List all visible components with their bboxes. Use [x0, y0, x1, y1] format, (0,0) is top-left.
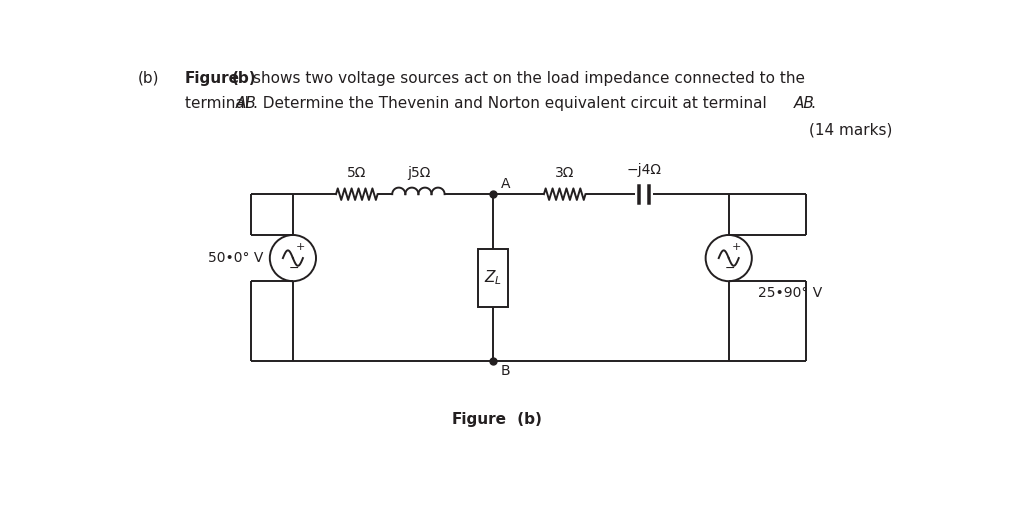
- Text: . Determine the Thevenin and Norton equivalent circuit at terminal: . Determine the Thevenin and Norton equi…: [253, 97, 772, 111]
- Text: (b): (b): [137, 71, 159, 86]
- Text: B: B: [500, 364, 511, 378]
- Text: −: −: [725, 262, 735, 275]
- Text: (b): (b): [501, 412, 541, 427]
- Text: −: −: [289, 262, 300, 275]
- Bar: [478, 249, 507, 307]
- Text: Figure: Figure: [452, 412, 506, 427]
- Text: j5Ω: j5Ω: [407, 166, 430, 180]
- Text: terminal: terminal: [185, 97, 254, 111]
- Text: +: +: [296, 242, 305, 252]
- Text: 25•90° V: 25•90° V: [758, 286, 822, 300]
- Text: AB: AB: [793, 97, 815, 111]
- Text: (b): (b): [231, 71, 256, 86]
- Text: .: .: [811, 97, 816, 111]
- Text: A: A: [500, 177, 511, 191]
- Text: −j4Ω: −j4Ω: [626, 163, 661, 177]
- Text: Figure: Figure: [185, 71, 240, 86]
- Text: 5Ω: 5Ω: [347, 166, 366, 180]
- Text: shows two voltage sources act on the load impedance connected to the: shows two voltage sources act on the loa…: [253, 71, 804, 86]
- Text: AB: AB: [236, 97, 257, 111]
- Text: 3Ω: 3Ω: [555, 166, 575, 180]
- Text: +: +: [732, 242, 741, 252]
- Text: $Z_L$: $Z_L$: [484, 268, 502, 287]
- Text: 50•0° V: 50•0° V: [208, 251, 263, 265]
- Text: (14 marks): (14 marks): [809, 122, 892, 138]
